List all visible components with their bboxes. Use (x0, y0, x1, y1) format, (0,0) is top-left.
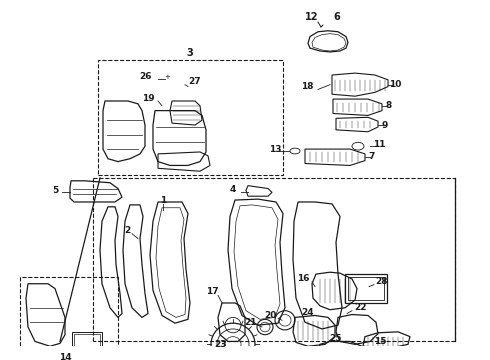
Text: 22: 22 (354, 303, 366, 312)
Text: 13: 13 (269, 145, 281, 154)
Text: 8: 8 (386, 101, 392, 110)
Text: 21: 21 (244, 318, 256, 327)
Text: 24: 24 (302, 308, 314, 317)
Text: 27: 27 (189, 77, 201, 86)
Bar (348, 277, 384, 300)
Text: 12: 12 (305, 12, 319, 22)
Text: 14: 14 (59, 353, 72, 360)
Text: 4: 4 (230, 185, 236, 194)
Bar (74, 334, 100, 347)
Text: 16: 16 (297, 274, 309, 283)
Bar (20, 277, 118, 352)
Text: 20: 20 (264, 311, 276, 320)
Text: 5: 5 (52, 186, 58, 195)
Text: 10: 10 (389, 80, 401, 89)
Text: 6: 6 (334, 12, 341, 22)
Text: 9: 9 (382, 121, 388, 130)
Text: +: + (164, 74, 170, 80)
Text: 11: 11 (373, 140, 385, 149)
Text: 25: 25 (329, 334, 341, 343)
Text: 26: 26 (139, 72, 151, 81)
Text: 17: 17 (206, 287, 219, 296)
Text: 19: 19 (142, 94, 154, 103)
Text: 23: 23 (214, 340, 226, 349)
Text: 15: 15 (374, 337, 386, 346)
Bar (72, 332, 102, 349)
Text: 1: 1 (160, 195, 166, 204)
Text: 3: 3 (187, 48, 194, 58)
Bar (345, 274, 387, 303)
Text: 7: 7 (369, 152, 375, 161)
Text: 18: 18 (301, 82, 313, 91)
Bar (98, 60, 283, 175)
Text: 28: 28 (375, 277, 387, 286)
Text: 2: 2 (124, 226, 130, 235)
